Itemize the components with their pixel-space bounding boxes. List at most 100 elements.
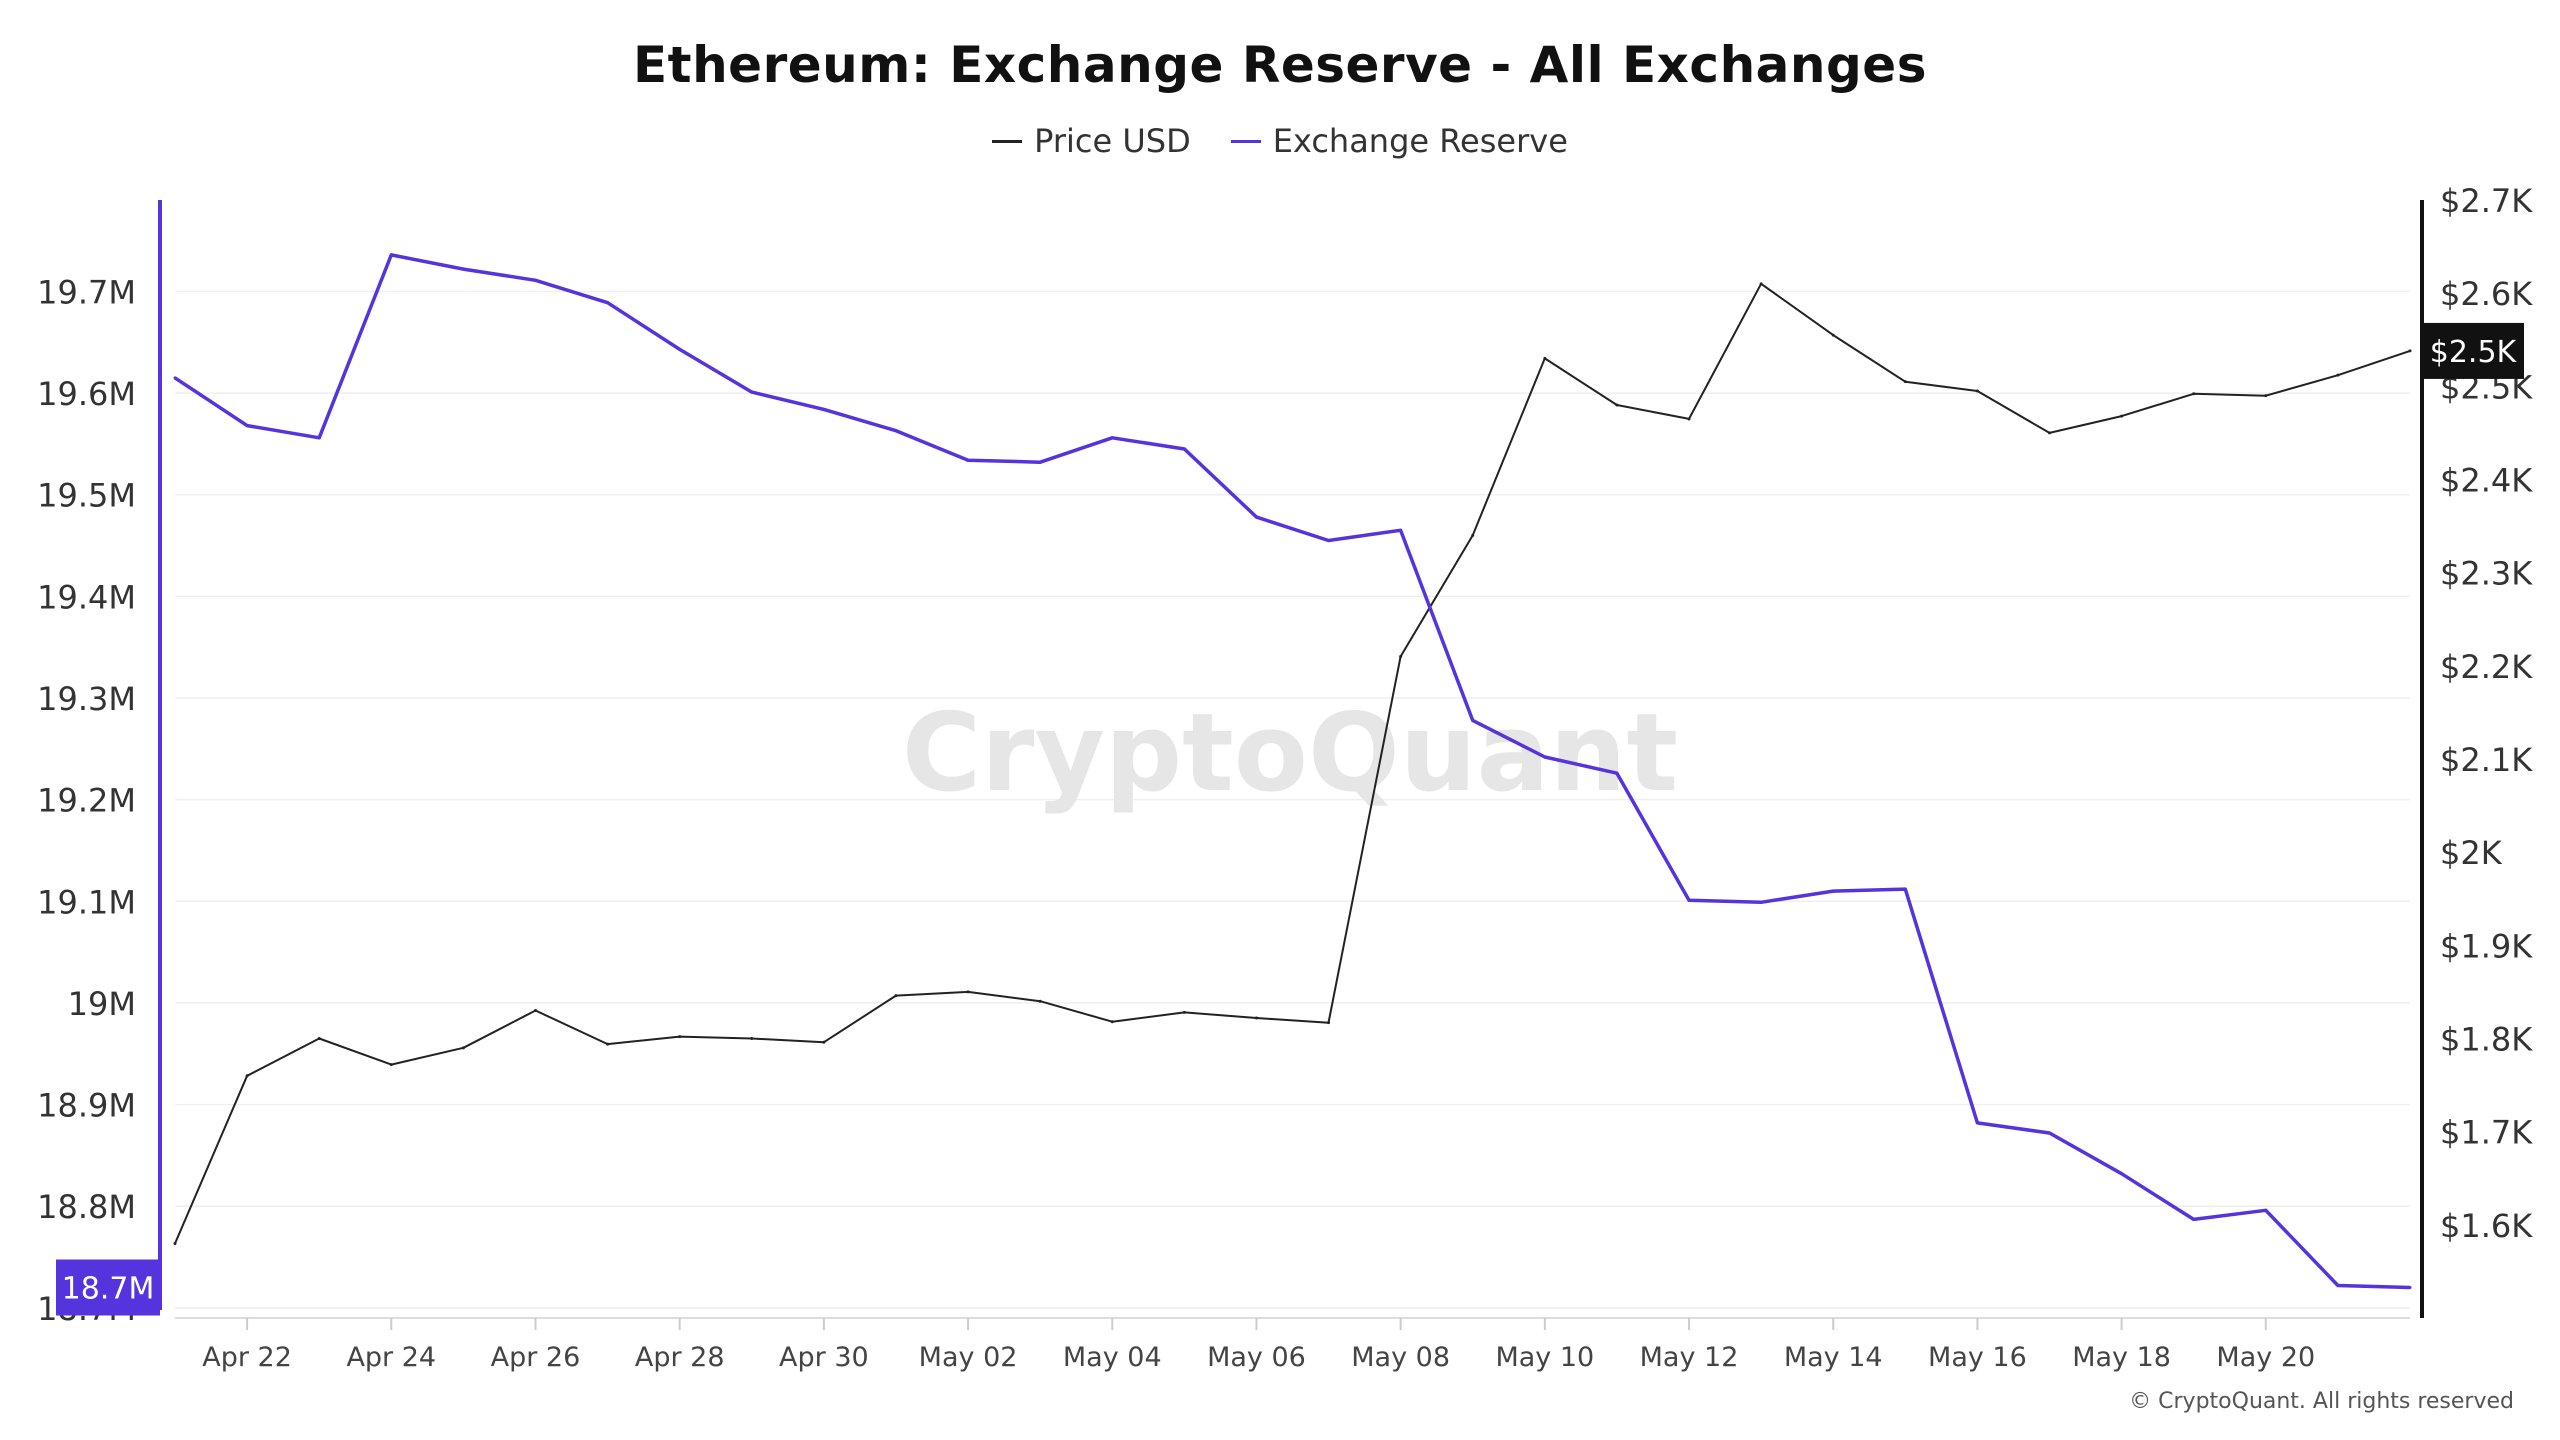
left-tick-label: 19M — [68, 985, 136, 1023]
exchange-reserve-point — [2192, 1217, 2196, 1221]
x-tick-label: May 20 — [2216, 1342, 2315, 1373]
price-badge: $2.5K — [2430, 335, 2518, 370]
price-usd-point — [2192, 392, 2196, 396]
price-usd-point — [678, 1035, 682, 1039]
price-usd-point — [173, 1241, 177, 1245]
exchange-reserve-point — [1471, 718, 1475, 722]
price-usd-point — [2120, 414, 2124, 418]
right-tick-label: $2.4K — [2440, 462, 2533, 500]
legend: Price USD Exchange Reserve — [0, 122, 2560, 160]
legend-item-price[interactable]: Price USD — [992, 122, 1191, 160]
price-usd-point — [389, 1063, 393, 1067]
exchange-reserve-line — [174, 253, 2411, 1290]
exchange-reserve-point — [317, 436, 321, 440]
price-usd-point — [317, 1037, 321, 1040]
price-usd-point — [245, 1074, 249, 1078]
price-badge-bg — [2422, 322, 2524, 379]
exchange-reserve-point — [1327, 538, 1331, 542]
legend-swatch-reserve — [1230, 139, 1261, 143]
exchange-reserve-point — [894, 429, 898, 433]
exchange-reserve-point — [2264, 1208, 2268, 1212]
exchange-reserve-point — [606, 301, 610, 305]
left-tick-label: 19.4M — [37, 578, 136, 616]
copyright: © CryptoQuant. All rights reserved — [2129, 1389, 2514, 1414]
price-usd-point — [1831, 333, 1835, 337]
x-tick-label: May 10 — [1495, 1342, 1594, 1373]
x-tick-label: May 08 — [1351, 1342, 1450, 1373]
exchange-reserve-point — [2048, 1131, 2052, 1135]
price-usd-point — [1110, 1020, 1114, 1024]
right-tick-label: $1.7K — [2440, 1114, 2533, 1152]
price-usd-point — [533, 1009, 537, 1013]
price-usd-point — [1471, 533, 1475, 537]
left-tick-label: 19.5M — [37, 477, 136, 515]
price-usd-point — [2408, 349, 2412, 353]
price-usd-point — [822, 1040, 826, 1044]
x-tick-label: May 12 — [1640, 1342, 1739, 1373]
left-tick-label: 18.9M — [37, 1087, 136, 1125]
left-tick-label: 19.6M — [37, 375, 136, 413]
right-tick-label: $2.6K — [2440, 275, 2533, 313]
exchange-reserve-point — [1759, 900, 1763, 904]
exchange-reserve-point — [2120, 1172, 2124, 1176]
exchange-reserve-point — [1399, 528, 1403, 532]
price-usd-point — [1687, 417, 1691, 421]
x-tick-label: Apr 28 — [635, 1342, 725, 1373]
exchange-reserve-point — [1182, 447, 1186, 451]
exchange-reserve-point — [2408, 1286, 2412, 1290]
x-tick-label: May 06 — [1207, 1342, 1306, 1373]
price-usd-point — [1399, 655, 1403, 659]
price-usd-point — [1038, 999, 1042, 1003]
price-usd-point — [966, 990, 970, 994]
right-tick-label: $2.2K — [2440, 648, 2533, 686]
price-usd-point — [606, 1042, 610, 1046]
exchange-reserve-point — [1543, 755, 1547, 759]
x-tick-label: May 02 — [919, 1342, 1018, 1373]
x-tick-label: Apr 22 — [202, 1342, 292, 1373]
exchange-reserve-point — [389, 253, 393, 257]
reserve-badge-bg — [56, 1259, 160, 1316]
left-tick-label: 19.1M — [37, 883, 136, 921]
price-usd-point — [1615, 403, 1619, 407]
exchange-reserve-point — [750, 390, 754, 394]
x-tick-label: May 18 — [2072, 1342, 2171, 1373]
exchange-reserve-point — [822, 407, 826, 411]
x-tick-label: Apr 24 — [346, 1342, 436, 1373]
price-usd-point — [1254, 1016, 1258, 1020]
right-tick-label: $2.7K — [2440, 182, 2533, 220]
price-usd-point — [1759, 282, 1763, 286]
price-usd-point — [2336, 373, 2340, 377]
left-tick-label: 18.8M — [37, 1188, 136, 1226]
legend-swatch-price — [992, 139, 1023, 143]
right-tick-label: $2.1K — [2440, 741, 2533, 779]
exchange-reserve-point — [173, 376, 177, 380]
price-usd-point — [1327, 1021, 1331, 1025]
price-usd-point — [1543, 356, 1547, 360]
x-tick-label: Apr 30 — [779, 1342, 869, 1373]
exchange-reserve-point — [1038, 460, 1042, 464]
exchange-reserve-point — [1110, 436, 1114, 440]
exchange-reserve-point — [2336, 1283, 2340, 1287]
price-usd-point — [2048, 431, 2052, 435]
legend-item-reserve[interactable]: Exchange Reserve — [1230, 122, 1568, 160]
price-usd-point — [1903, 380, 1907, 384]
legend-label-price: Price USD — [1034, 122, 1191, 160]
x-tick-label: May 14 — [1784, 1342, 1883, 1373]
price-usd-point — [1182, 1010, 1186, 1014]
right-tick-label: $1.9K — [2440, 927, 2533, 965]
legend-label-reserve: Exchange Reserve — [1272, 122, 1568, 160]
exchange-reserve-point — [245, 424, 249, 428]
watermark: CryptoQuant — [902, 691, 1678, 816]
x-tick-label: Apr 26 — [491, 1342, 581, 1373]
price-usd-point — [461, 1046, 465, 1050]
price-usd-point — [1975, 389, 1979, 393]
left-tick-label: 19.7M — [37, 273, 136, 311]
exchange-reserve-point — [1615, 771, 1619, 775]
right-tick-label: $1.8K — [2440, 1021, 2533, 1059]
exchange-reserve-point — [678, 347, 682, 351]
x-tick-label: May 04 — [1063, 1342, 1162, 1373]
price-usd-point — [750, 1037, 754, 1040]
right-tick-label: $2K — [2440, 834, 2503, 872]
